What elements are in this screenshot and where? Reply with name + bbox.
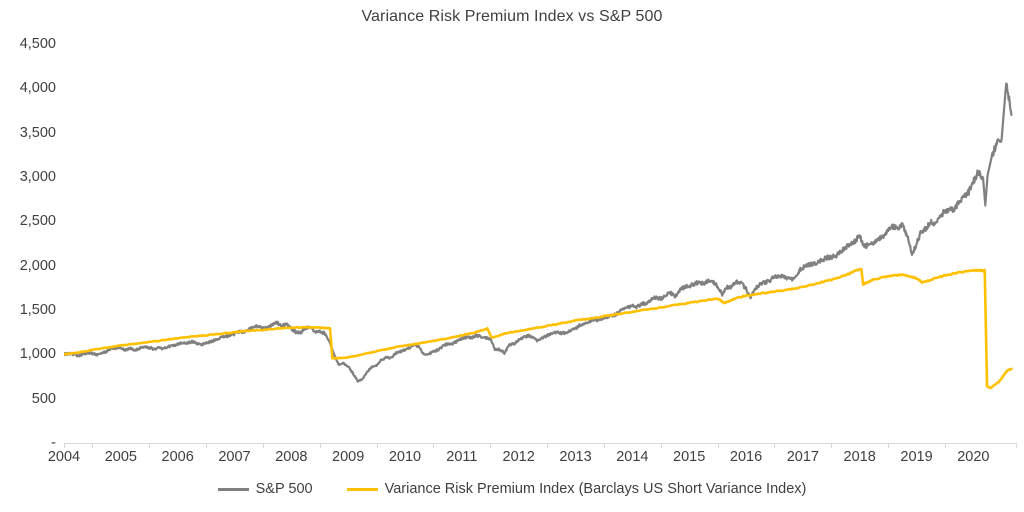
y-axis-tick-label: - xyxy=(51,435,56,451)
x-axis-tick-mark xyxy=(319,443,321,448)
x-axis-line xyxy=(64,443,1016,444)
legend-item-label: Variance Risk Premium Index (Barclays US… xyxy=(384,481,807,497)
y-axis-tick-label: 4,000 xyxy=(19,80,56,97)
x-axis-tick-mark xyxy=(660,443,662,448)
x-axis-tick-mark xyxy=(717,443,719,448)
y-axis-tick-label: 1,000 xyxy=(19,346,56,363)
x-axis-tick-label: 2005 xyxy=(104,449,137,465)
x-axis-tick-label: 2009 xyxy=(332,449,365,465)
x-axis-tick-label: 2020 xyxy=(957,449,990,465)
x-axis-tick-label: 2004 xyxy=(47,449,81,465)
x-axis-tick-label: 2018 xyxy=(843,449,876,465)
x-axis-tick-label: 2010 xyxy=(388,449,422,465)
x-axis-tick-label: 2015 xyxy=(673,449,706,465)
x-axis-tick-label: 2006 xyxy=(161,449,194,465)
x-axis-tick-label: 2013 xyxy=(559,449,592,465)
y-axis-tick-label: 3,000 xyxy=(19,169,56,185)
y-axis-tick-label: 2,000 xyxy=(19,257,56,274)
x-axis-tick-mark xyxy=(64,443,65,448)
x-axis-tick-label: 2019 xyxy=(900,449,933,465)
x-axis-tick-mark xyxy=(149,443,151,448)
chart-legend: S&P 500 Variance Risk Premium Index (Barc… xyxy=(0,481,1024,497)
x-axis-tick-mark xyxy=(944,443,946,448)
y-axis-tick-label: 1,500 xyxy=(19,302,56,318)
series-line-vrp xyxy=(64,267,1013,390)
legend-item[interactable]: S&P 500 xyxy=(217,481,313,497)
x-axis-tick-mark xyxy=(206,443,208,448)
x-axis-tick-label: 2007 xyxy=(218,449,251,465)
y-axis-tick-label: 3,500 xyxy=(19,124,56,141)
x-axis-tick-mark xyxy=(262,443,264,448)
x-axis-tick-mark xyxy=(433,443,435,448)
x-axis-tick-label: 2008 xyxy=(275,449,308,465)
x-axis-tick-mark xyxy=(1016,443,1017,448)
chart-title: Variance Risk Premium Index vs S&P 500 xyxy=(361,8,663,25)
x-axis-tick-label: 2011 xyxy=(446,449,478,465)
x-axis-tick-label: 2014 xyxy=(616,449,649,465)
y-axis-tick-label: 500 xyxy=(31,390,56,407)
legend-item[interactable]: Variance Risk Premium Index (Barclays US… xyxy=(346,481,807,497)
x-axis-tick-mark xyxy=(547,443,549,448)
x-axis-tick-mark xyxy=(603,443,605,448)
x-axis-tick-mark xyxy=(888,443,890,448)
x-axis-tick-label: 2017 xyxy=(786,449,819,465)
plot-area xyxy=(64,82,1013,390)
x-axis-tick-mark xyxy=(92,443,94,448)
x-axis-tick-mark xyxy=(831,443,833,448)
x-axis-tick-mark xyxy=(774,443,776,448)
series-line-sp500 xyxy=(64,82,1013,383)
x-axis-tick-mark xyxy=(490,443,492,448)
y-axis-tick-label: 4,500 xyxy=(19,36,56,52)
y-axis-tick-label: 2,500 xyxy=(19,213,56,230)
x-axis-tick-label: 2016 xyxy=(729,449,763,465)
x-axis-tick-mark xyxy=(376,443,378,448)
line-swatch-gray xyxy=(217,487,249,491)
x-axis-tick-label: 2012 xyxy=(502,449,535,465)
line-swatch-yellow xyxy=(346,487,378,491)
legend-item-label: S&P 500 xyxy=(255,481,313,497)
